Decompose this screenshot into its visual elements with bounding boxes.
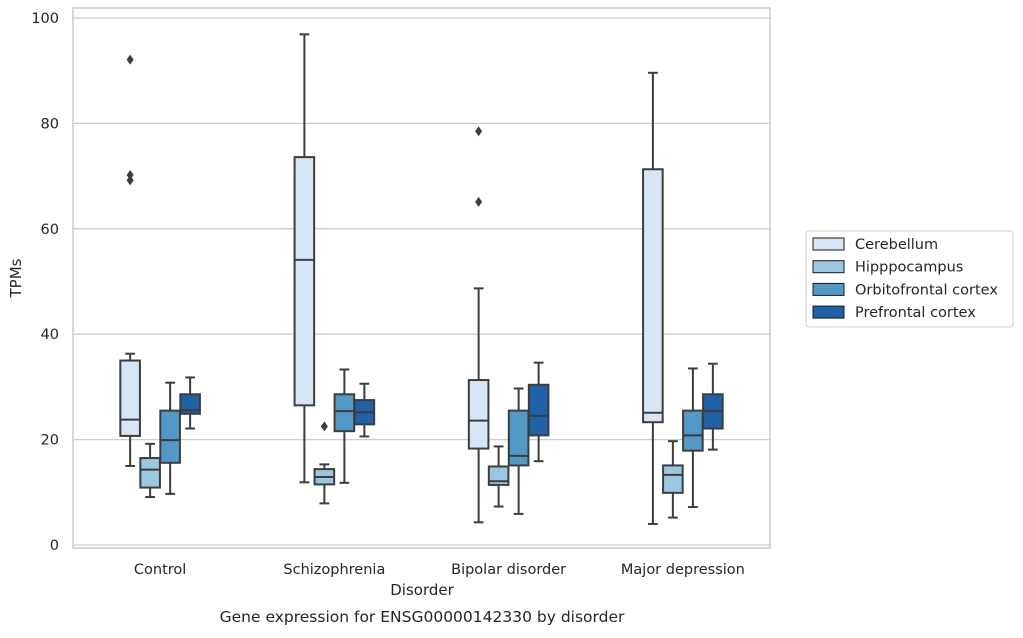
legend-swatch [812,282,845,296]
x-tick-label: Major depression [621,562,745,578]
legend-label: Hipppocampus [855,260,963,276]
box-prefrontal-cortex [527,361,550,463]
box-iqr [333,393,356,433]
box-prefrontal-cortex [179,376,201,430]
box-hipppocampus [313,421,336,505]
y-tick-label: 60 [41,222,59,238]
box-hipppocampus [487,445,510,508]
box-orbitofrontal-cortex [507,387,530,515]
box-iqr [159,409,181,464]
grid-lines [73,17,770,546]
outlier-point [475,196,483,207]
box-iqr [642,168,664,424]
legend-label: Cerebellum [855,237,938,253]
outlier-point [475,126,483,137]
legend-swatch [812,305,845,319]
box-iqr [293,156,316,407]
box-iqr [467,379,490,450]
x-axis-ticks: Control Schizophrenia Bipolar disorder Majo… [134,562,745,578]
y-tick-label: 20 [41,433,59,449]
y-axis-label: TPMs [7,258,25,298]
x-tick-label: Schizophrenia [283,562,385,578]
box-hipppocampus [662,440,684,519]
box-orbitofrontal-cortex [333,368,356,484]
y-tick-label: 80 [41,116,59,132]
x-tick-label: Control [134,562,186,578]
y-tick-label: 40 [41,327,59,343]
box-iqr [179,393,201,415]
box-series [119,33,724,525]
box-cerebellum [119,54,141,467]
legend-label: Orbitofrontal cortex [855,282,998,298]
box-hipppocampus [139,442,161,499]
x-tick-label: Bipolar disorder [451,562,566,578]
box-orbitofrontal-cortex [682,367,704,509]
x-axis-label: Disorder [390,581,454,599]
box-iqr [662,464,684,494]
outlier-point [126,54,134,65]
legend-swatch [812,237,845,251]
chart-caption: Gene expression for ENSG00000142330 by d… [220,608,625,626]
box-cerebellum [293,33,316,484]
outlier-point [126,170,134,181]
box-prefrontal-cortex [702,362,724,451]
outlier-point [126,175,134,186]
box-cerebellum [467,126,490,524]
box-iqr [507,409,530,467]
box-iqr [139,457,161,489]
y-tick-label: 0 [50,538,59,554]
legend-swatch [812,260,845,274]
box-orbitofrontal-cortex [159,381,181,495]
plot-frame [72,7,771,549]
legend: Cerebellum Hipppocampus Orbitofrontal cort… [805,230,1014,328]
legend-frame [805,230,1014,328]
legend-label: Prefrontal cortex [855,305,976,321]
box-iqr [682,409,704,452]
y-axis-ticks: 0 20 40 60 80 100 [31,11,59,554]
box-prefrontal-cortex [353,382,376,438]
outlier-point [320,421,328,432]
y-tick-label: 100 [31,11,59,27]
box-iqr [527,383,550,437]
box-iqr [119,359,141,437]
box-cerebellum [642,71,664,525]
